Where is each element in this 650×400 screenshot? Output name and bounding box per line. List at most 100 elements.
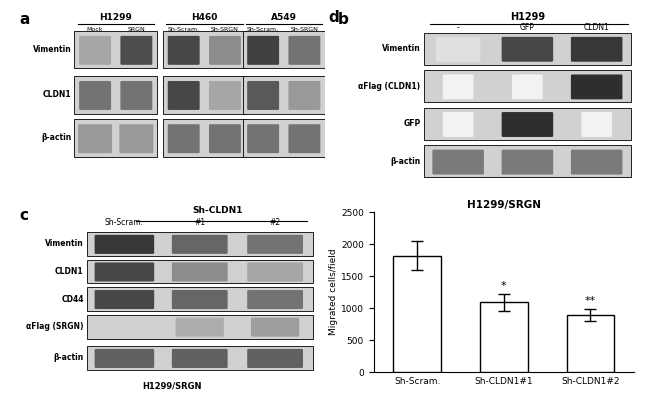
FancyBboxPatch shape — [120, 36, 152, 65]
Text: Sh-CLDN1: Sh-CLDN1 — [193, 206, 243, 215]
Bar — [424, 108, 631, 140]
Bar — [86, 232, 313, 256]
FancyBboxPatch shape — [443, 74, 474, 99]
Text: #2: #2 — [270, 218, 281, 227]
Bar — [242, 119, 325, 157]
FancyBboxPatch shape — [79, 81, 111, 110]
FancyBboxPatch shape — [432, 150, 484, 174]
Bar — [480, 302, 528, 372]
FancyBboxPatch shape — [289, 81, 320, 110]
Text: GFP: GFP — [520, 23, 535, 32]
FancyBboxPatch shape — [168, 36, 200, 65]
FancyBboxPatch shape — [502, 112, 553, 137]
Text: GFP: GFP — [403, 119, 421, 128]
FancyBboxPatch shape — [247, 290, 303, 309]
Bar — [163, 119, 246, 157]
Text: Mock: Mock — [87, 27, 103, 32]
Text: Sh-SRGN: Sh-SRGN — [211, 27, 239, 32]
FancyBboxPatch shape — [247, 349, 303, 368]
Text: CLDN1: CLDN1 — [43, 90, 72, 99]
Text: H460: H460 — [191, 13, 218, 22]
Text: αFlag (SRGN): αFlag (SRGN) — [26, 322, 84, 331]
FancyBboxPatch shape — [120, 81, 152, 110]
FancyBboxPatch shape — [172, 235, 227, 254]
Bar — [86, 287, 313, 311]
FancyBboxPatch shape — [168, 81, 200, 110]
Bar — [86, 260, 313, 284]
Text: #1: #1 — [194, 218, 205, 227]
Text: Sh-Scram.: Sh-Scram. — [247, 27, 280, 32]
Text: Vimentin: Vimentin — [382, 44, 421, 53]
Text: Vimentin: Vimentin — [45, 239, 84, 248]
Text: H1299/SRGN: H1299/SRGN — [142, 381, 202, 390]
Text: H1299: H1299 — [99, 13, 132, 22]
Text: β-actin: β-actin — [390, 157, 421, 166]
FancyBboxPatch shape — [247, 124, 279, 153]
FancyBboxPatch shape — [289, 124, 320, 153]
FancyBboxPatch shape — [443, 112, 474, 137]
FancyBboxPatch shape — [247, 235, 303, 254]
FancyBboxPatch shape — [209, 124, 241, 153]
FancyBboxPatch shape — [571, 150, 623, 174]
Text: β-actin: β-actin — [53, 354, 84, 362]
FancyBboxPatch shape — [172, 349, 227, 368]
Text: αFlag (CLDN1): αFlag (CLDN1) — [358, 82, 421, 91]
FancyBboxPatch shape — [100, 318, 148, 337]
Text: CLDN1: CLDN1 — [55, 267, 84, 276]
FancyBboxPatch shape — [79, 36, 111, 65]
Text: Vimentin: Vimentin — [32, 45, 72, 54]
Text: **: ** — [585, 296, 596, 306]
FancyBboxPatch shape — [172, 290, 227, 309]
FancyBboxPatch shape — [168, 124, 200, 153]
Bar — [86, 315, 313, 339]
Y-axis label: Migrated cells/field: Migrated cells/field — [330, 249, 338, 335]
Bar — [163, 31, 246, 68]
Bar — [567, 315, 614, 372]
FancyBboxPatch shape — [95, 235, 154, 254]
Text: Sh-Scram.: Sh-Scram. — [105, 218, 144, 227]
Text: A549: A549 — [271, 13, 297, 22]
Bar — [75, 119, 157, 157]
Bar — [242, 76, 325, 114]
FancyBboxPatch shape — [95, 262, 154, 282]
FancyBboxPatch shape — [571, 37, 623, 62]
Bar — [163, 76, 246, 114]
Text: Sh-SRGN: Sh-SRGN — [291, 27, 318, 32]
FancyBboxPatch shape — [95, 349, 154, 368]
FancyBboxPatch shape — [209, 81, 241, 110]
FancyBboxPatch shape — [289, 36, 320, 65]
FancyBboxPatch shape — [251, 318, 299, 337]
Bar — [424, 146, 631, 178]
Text: *: * — [501, 281, 506, 291]
Text: CD44: CD44 — [61, 294, 84, 304]
Text: a: a — [20, 12, 30, 27]
Text: CLDN1: CLDN1 — [584, 23, 610, 32]
FancyBboxPatch shape — [95, 290, 154, 309]
Text: β-actin: β-actin — [41, 134, 72, 142]
Text: SRGN: SRGN — [127, 27, 145, 32]
Title: H1299/SRGN: H1299/SRGN — [467, 200, 541, 210]
Text: c: c — [20, 208, 29, 223]
FancyBboxPatch shape — [502, 150, 553, 174]
FancyBboxPatch shape — [247, 262, 303, 282]
Text: Sh-Scram.: Sh-Scram. — [168, 27, 200, 32]
Text: d: d — [328, 10, 339, 25]
FancyBboxPatch shape — [172, 262, 227, 282]
FancyBboxPatch shape — [120, 124, 153, 153]
Text: -: - — [457, 23, 460, 32]
Bar — [424, 70, 631, 102]
FancyBboxPatch shape — [502, 37, 553, 62]
Bar — [393, 256, 441, 372]
FancyBboxPatch shape — [176, 318, 224, 337]
FancyBboxPatch shape — [436, 37, 480, 62]
Text: b: b — [338, 12, 349, 27]
FancyBboxPatch shape — [247, 36, 279, 65]
FancyBboxPatch shape — [571, 74, 623, 99]
Bar — [75, 31, 157, 68]
FancyBboxPatch shape — [78, 124, 112, 153]
Text: H1299: H1299 — [510, 12, 545, 22]
FancyBboxPatch shape — [512, 74, 543, 99]
FancyBboxPatch shape — [247, 81, 279, 110]
Bar — [424, 33, 631, 65]
Bar — [242, 31, 325, 68]
